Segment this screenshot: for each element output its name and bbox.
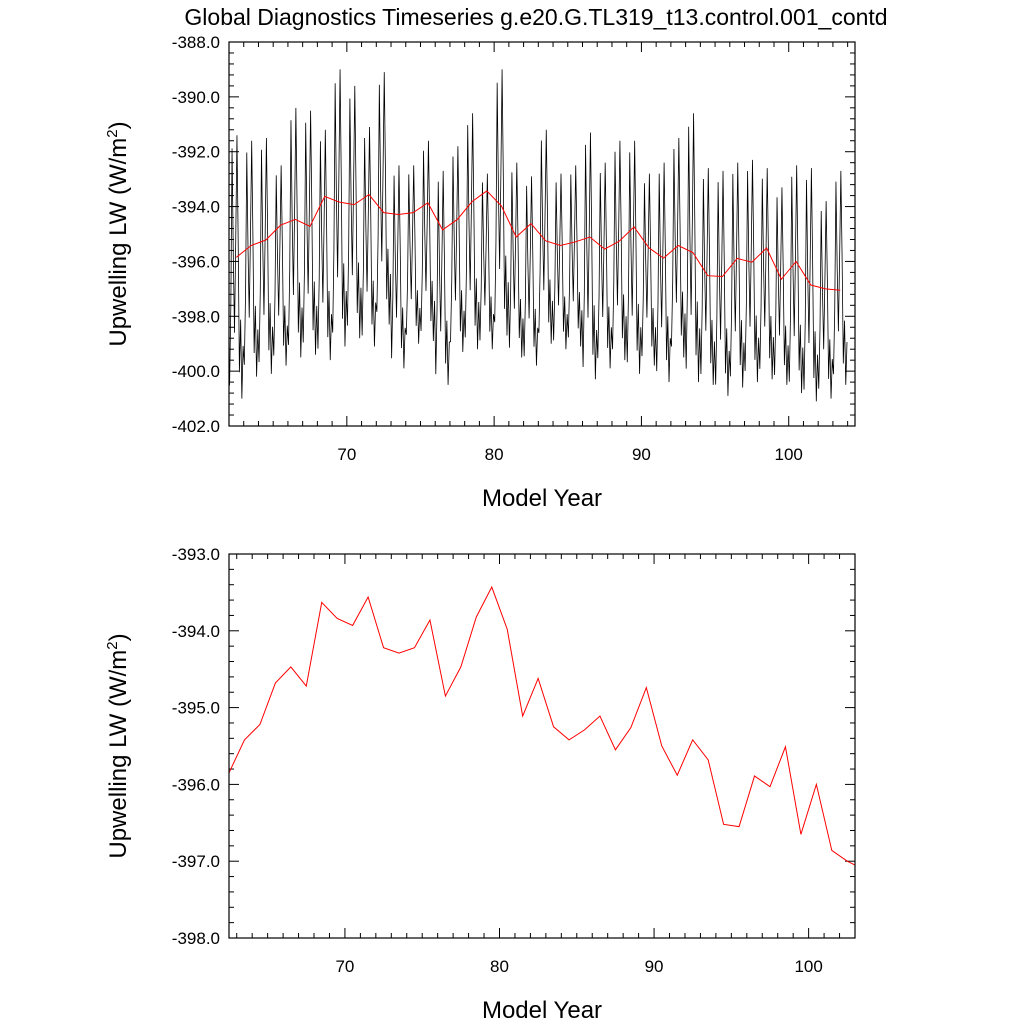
panel2-x-tick-label: 100 — [794, 957, 822, 976]
panel2-x-tick-label: 70 — [335, 957, 354, 976]
panel1-y-tick-label: -400.0 — [172, 362, 220, 381]
panel1-plot-frame — [228, 41, 856, 427]
chart-title: Global Diagnostics Timeseries g.e20.G.TL… — [184, 4, 887, 30]
panel1-y-axis-label-main: Upwelling LW (W/m — [105, 138, 132, 347]
panel1-data-group — [229, 69, 848, 402]
panel2-y-tick-label: -395.0 — [172, 699, 220, 718]
panel1-y-tick-label: -392.0 — [172, 143, 220, 162]
panel1-series-annual-mean — [236, 190, 841, 291]
panel2-y-tick-label: -394.0 — [172, 622, 220, 641]
panel2-series-annual-mean — [229, 585, 855, 866]
panel2-x-tick-label: 80 — [490, 957, 509, 976]
panel1-y-axis-label-sup: 2 — [104, 129, 121, 137]
panel1-series-monthly — [229, 69, 848, 402]
panel2-y-axis-label: Upwelling LW (W/m2) — [104, 633, 132, 858]
panel1-x-tick-label: 70 — [337, 445, 356, 464]
panel1-y-tick-label: -390.0 — [172, 88, 220, 107]
panel2-plot-frame — [228, 553, 856, 939]
panel1-y-tick-label: -396.0 — [172, 252, 220, 271]
panel1-y-tick-label: -388.0 — [172, 33, 220, 52]
panel1-x-tick-label: 100 — [775, 445, 803, 464]
panel2-y-tick-label: -398.0 — [172, 929, 220, 948]
panel1-x-tick-label: 90 — [632, 445, 651, 464]
panel1-y-tick-label: -398.0 — [172, 307, 220, 326]
panel2-y-tick-label: -397.0 — [172, 852, 220, 871]
panel2-x-axis-label: Model Year — [482, 997, 602, 1024]
panel1-x-tick-label: 80 — [485, 445, 504, 464]
panel2-data-group — [229, 585, 855, 866]
top-panel: 70 80 90 100 -402.0 -400.0 -398.0 -396.0 -394.0 -… — [104, 33, 856, 512]
panel2-y-tick-label: -396.0 — [172, 775, 220, 794]
panel2-x-tick-label: 90 — [645, 957, 664, 976]
panel2-y-axis-label-sup: 2 — [104, 641, 121, 649]
panel1-y-tick-label: -394.0 — [172, 198, 220, 217]
panel2-y-axis-label-main: Upwelling LW (W/m — [105, 650, 132, 859]
panel1-x-axis-label: Model Year — [482, 485, 602, 512]
panel2-y-tick-label: -393.0 — [172, 545, 220, 564]
panel2-y-axis-label-tail: ) — [105, 633, 132, 641]
panel1-y-axis-label-tail: ) — [105, 121, 132, 129]
panel1-y-axis-label: Upwelling LW (W/m2) — [104, 121, 132, 346]
bottom-panel: 70 80 90 100 -398.0 -397.0 -396.0 -395.0 -394.0 -… — [104, 545, 856, 1024]
panel1-y-tick-label: -402.0 — [172, 417, 220, 436]
